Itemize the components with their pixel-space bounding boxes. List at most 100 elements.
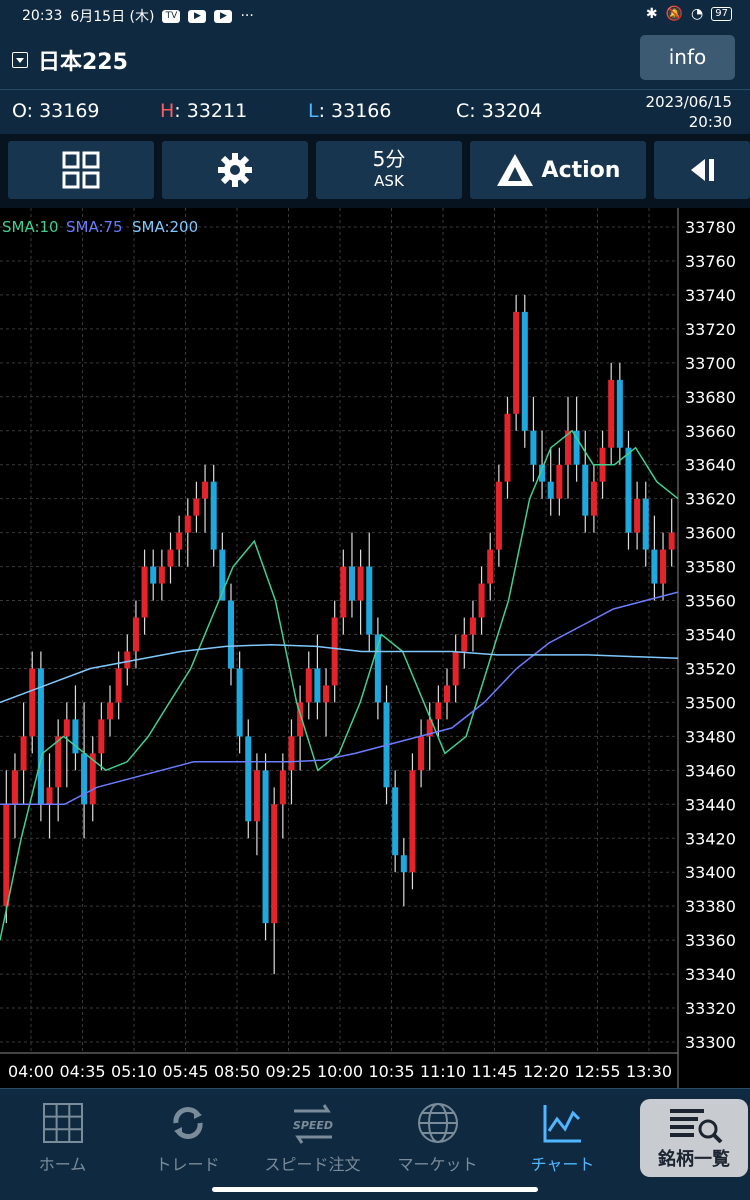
candle-body	[245, 736, 252, 822]
globe-icon	[417, 1103, 458, 1143]
y-tick-label: 33700	[685, 354, 736, 373]
x-tick-label: 10:00	[317, 1062, 363, 1081]
candle-body	[616, 379, 623, 448]
gesture-area	[0, 1178, 750, 1200]
candle-body	[625, 447, 632, 533]
y-tick-label: 33480	[685, 727, 736, 746]
status-bar: 20:33 6月15日 (木) TV ▶ ▶ ··· ✱ 🔕 ◔ 97	[0, 0, 750, 30]
gear-icon	[218, 153, 252, 187]
candle-body	[271, 804, 278, 924]
candle-body	[106, 702, 114, 720]
symbol-name[interactable]: 日本225	[38, 50, 128, 75]
candle-body	[651, 549, 658, 584]
ohlc-close: C: 33204	[456, 100, 542, 122]
action-logo-icon	[496, 154, 533, 186]
x-tick-label: 08:50	[214, 1062, 260, 1081]
nav-chart[interactable]: チャート	[500, 1097, 625, 1179]
ohlc-low: L: 33166	[308, 100, 391, 122]
ohlc-time: 20:30	[688, 113, 732, 131]
nav-chart-label: チャート	[530, 1155, 595, 1174]
battery-indicator: 97	[711, 7, 732, 21]
action-button[interactable]: Action	[470, 141, 646, 199]
legend-sma10: SMA:10	[2, 218, 59, 236]
settings-button[interactable]	[162, 141, 308, 199]
candle-body	[288, 736, 295, 771]
y-tick-label: 33660	[685, 422, 736, 441]
tv-icon: TV	[162, 9, 181, 23]
nav-trade[interactable]: トレード	[125, 1097, 250, 1179]
candle-body	[331, 617, 338, 686]
ohlc-high: H: 33211	[160, 100, 247, 122]
mute-icon: 🔕	[665, 6, 684, 22]
y-tick-label: 33360	[685, 931, 736, 950]
candle-body	[452, 651, 459, 686]
candle-body	[348, 566, 355, 601]
panel-left-icon	[691, 159, 714, 181]
y-tick-label: 33420	[685, 829, 736, 848]
timeframe-label: 5分	[372, 147, 406, 171]
collapse-panel-button[interactable]	[654, 141, 750, 199]
x-tick-label: 05:10	[111, 1062, 157, 1081]
candle-body	[115, 668, 122, 703]
candle-body	[392, 787, 399, 856]
candle-body	[176, 532, 183, 550]
candle-body	[668, 532, 675, 550]
candle-body	[443, 685, 451, 703]
candle-body	[132, 617, 139, 652]
price-chart[interactable]: 33780 33760 33740 33720 33700 33680 33660 33640…	[0, 208, 750, 1088]
symbol-header: 日本225 info	[0, 30, 750, 90]
candle-body	[340, 566, 347, 618]
nav-home-label: ホーム	[38, 1155, 87, 1174]
candle-body	[539, 464, 546, 482]
nav-speed-order[interactable]: SPEED スピード注文	[250, 1097, 375, 1179]
candle-body	[660, 549, 667, 584]
high-value: : 33211	[174, 100, 248, 122]
nav-trade-label: トレード	[155, 1155, 220, 1174]
timeframe-button[interactable]: 5分 ASK	[316, 141, 462, 199]
candle-body	[323, 685, 330, 703]
y-tick-label: 33600	[685, 524, 736, 543]
layout-button[interactable]	[8, 141, 154, 199]
x-tick-label: 12:55	[574, 1062, 620, 1081]
status-date: 6月15日 (木)	[70, 9, 155, 25]
candle-body	[55, 736, 62, 788]
sma10-line	[0, 429, 679, 941]
sma200-line	[0, 643, 679, 704]
open-value: 33169	[39, 100, 100, 122]
candle-body	[29, 668, 36, 737]
candlestick-chart[interactable]: 33780 33760 33740 33720 33700 33680 33660 33640…	[0, 208, 750, 1088]
candle-body	[314, 668, 321, 703]
nav-home[interactable]: ホーム	[0, 1097, 125, 1179]
candle-body	[158, 566, 165, 584]
nav-market[interactable]: マーケット	[375, 1097, 500, 1179]
candle-body	[124, 651, 131, 669]
nav-symbol-list[interactable]: 銘柄一覧	[640, 1099, 748, 1177]
candle-body	[202, 481, 209, 499]
refresh-arrows-icon	[172, 1107, 203, 1139]
candle-body	[98, 719, 105, 754]
youtube-icon: ▶	[188, 9, 207, 23]
list-search-icon	[670, 1109, 723, 1143]
home-gesture-bar[interactable]	[212, 1187, 538, 1192]
candle-body	[11, 770, 18, 805]
ohlc-datetime: 2023/06/15 20:30	[646, 92, 732, 132]
x-tick-label: 04:35	[59, 1062, 105, 1081]
y-tick-label: 33620	[685, 490, 736, 509]
candle-body	[167, 549, 174, 567]
candle-body	[556, 464, 563, 499]
symbol-dropdown-icon[interactable]	[12, 52, 28, 68]
candle-body	[20, 736, 27, 771]
y-tick-label: 33680	[685, 388, 736, 407]
action-label: Action	[541, 157, 621, 183]
home-grid-icon	[42, 1103, 83, 1143]
candle-body	[513, 311, 520, 414]
candle-body	[89, 753, 96, 805]
y-tick-label: 33560	[685, 592, 736, 611]
info-button[interactable]: info	[640, 35, 735, 80]
grid-icon	[62, 151, 100, 189]
low-value: : 33166	[318, 100, 392, 122]
x-tick-label: 09:25	[265, 1062, 311, 1081]
y-tick-label: 33720	[685, 320, 736, 339]
x-tick-label: 12:20	[523, 1062, 569, 1081]
candle-body	[81, 753, 88, 805]
